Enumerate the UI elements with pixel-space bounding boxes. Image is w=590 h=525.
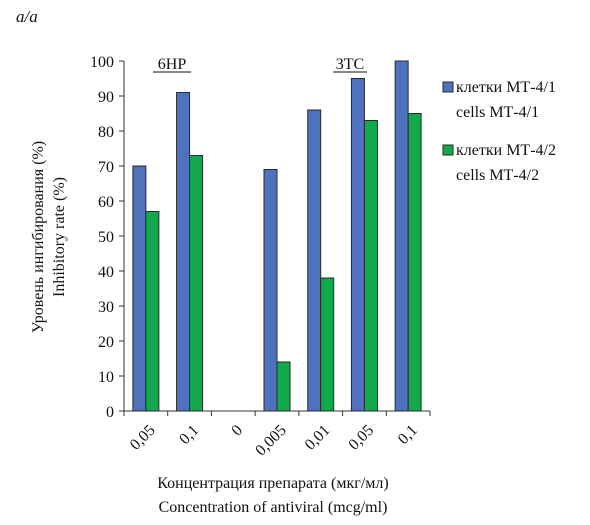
legend-item-mt4-1: клетки МТ-4/1 cells МТ-4/1	[442, 79, 556, 121]
y-tick-label: 10	[98, 369, 114, 386]
bar	[145, 211, 160, 412]
y-tick-label: 90	[98, 89, 114, 106]
x-tick-label: 0,1	[395, 422, 421, 448]
legend-label-mt4-1-en: cells МТ-4/1	[456, 104, 539, 121]
group-label-3tc: 3TC	[333, 56, 367, 73]
legend-swatch-mt4-2	[442, 144, 454, 156]
y-tick-label: 100	[90, 54, 114, 71]
y-tick-label: 50	[98, 229, 114, 246]
x-tick-label: 0,005	[252, 422, 289, 459]
bar	[320, 277, 335, 412]
bars	[132, 60, 422, 412]
bar	[176, 92, 191, 412]
x-tick-label: 0,01	[302, 422, 334, 454]
group-label-6hp-text: 6HP	[158, 56, 187, 73]
y-tick-label: 40	[98, 264, 114, 281]
legend-label-mt4-2-en: cells МТ-4/2	[456, 167, 539, 184]
legend-label-mt4-1-ru: клетки МТ-4/1	[456, 79, 556, 96]
y-tick-label: 60	[98, 194, 114, 211]
y-tick-label: 20	[98, 334, 114, 351]
x-tick-label: 0,1	[176, 422, 202, 448]
y-tick-label: 70	[98, 159, 114, 176]
bar	[189, 155, 204, 412]
y-tick-label: 30	[98, 299, 114, 316]
bar	[276, 361, 291, 412]
y-axis: 0 10 20 30 40 50 60 70 80 90 100	[90, 54, 125, 421]
legend: клетки МТ-4/1 cells МТ-4/1 клетки МТ-4/2…	[442, 79, 556, 184]
bar	[407, 113, 422, 412]
bar	[263, 169, 278, 412]
corner-label: a/a	[16, 7, 38, 26]
x-tick-label: 0	[228, 422, 246, 440]
y-axis-title: Уровень ингибирования (%) Inhibitory rat…	[30, 141, 68, 333]
bar	[132, 165, 147, 412]
legend-swatch-mt4-1	[442, 81, 454, 93]
x-axis-title-en: Concentration of antiviral (mcg/ml)	[159, 499, 388, 516]
x-axis-title: Концентрация препарата (мкг/мл) Concentr…	[157, 475, 388, 516]
bar	[307, 109, 322, 412]
group-label-3tc-text: 3TC	[336, 56, 364, 73]
x-tick-label: 0,05	[345, 422, 377, 454]
x-axis: 0,05 0,1 0 0,005 0,01 0,05 0,1	[123, 410, 431, 459]
x-tick-label: 0,05	[127, 422, 159, 454]
y-tick-label: 0	[106, 404, 114, 421]
legend-item-mt4-2: клетки МТ-4/2 cells МТ-4/2	[442, 142, 556, 184]
bar	[363, 120, 378, 412]
y-tick-label: 80	[98, 124, 114, 141]
y-axis-title-ru: Уровень ингибирования (%)	[30, 141, 47, 333]
bar	[394, 60, 409, 412]
bar	[350, 78, 365, 412]
x-axis-title-ru: Концентрация препарата (мкг/мл)	[157, 475, 388, 492]
y-axis-title-en: Inhibitory rate (%)	[51, 177, 68, 297]
group-label-6hp: 6HP	[153, 56, 191, 73]
legend-label-mt4-2-ru: клетки МТ-4/2	[456, 142, 556, 159]
